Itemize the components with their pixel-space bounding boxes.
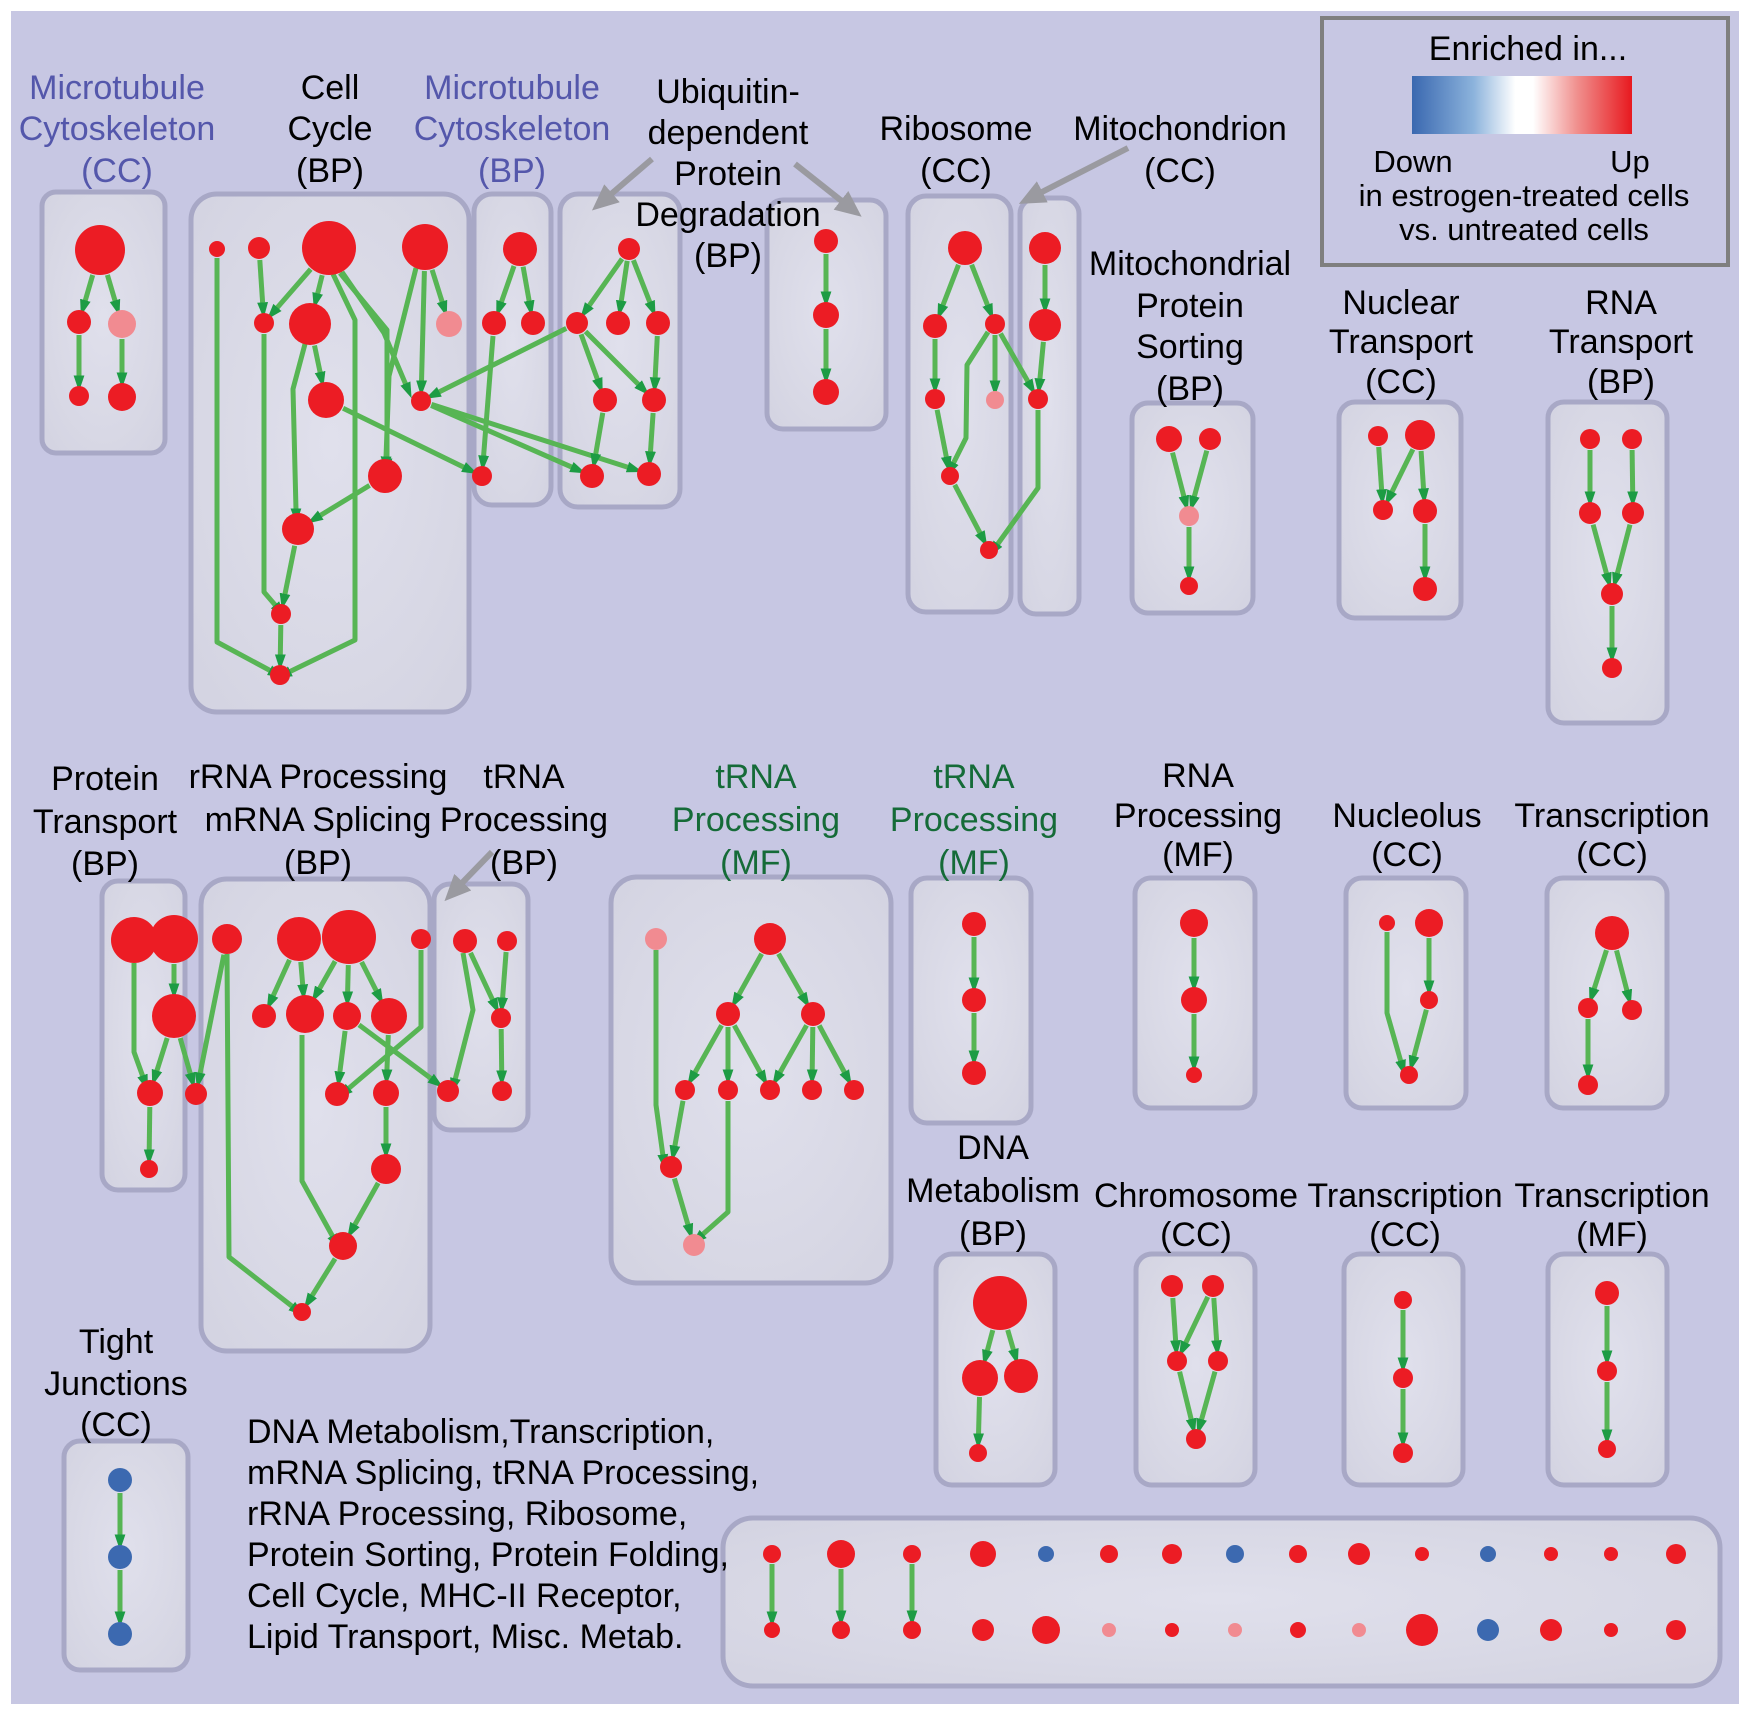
svg-text:RNA: RNA [1585, 284, 1657, 322]
svg-text:(MF): (MF) [1576, 1216, 1648, 1254]
svg-text:Lipid Transport, Misc. Metab.: Lipid Transport, Misc. Metab. [247, 1618, 684, 1656]
svg-text:Nuclear: Nuclear [1342, 284, 1459, 322]
svg-text:rRNA Processing, Ribosome,: rRNA Processing, Ribosome, [247, 1495, 687, 1533]
svg-text:Nucleolus: Nucleolus [1332, 797, 1481, 835]
svg-text:Protein Sorting, Protein Foldi: Protein Sorting, Protein Folding, [247, 1536, 729, 1574]
svg-text:Protein: Protein [1136, 287, 1244, 325]
svg-text:Processing: Processing [672, 801, 840, 839]
svg-text:(BP): (BP) [71, 845, 139, 883]
svg-text:(BP): (BP) [478, 152, 546, 190]
svg-text:Sorting: Sorting [1136, 328, 1244, 366]
svg-text:RNA: RNA [1162, 757, 1234, 795]
svg-text:(MF): (MF) [1162, 836, 1234, 874]
svg-text:Up: Up [1610, 144, 1650, 179]
svg-text:Ribosome: Ribosome [879, 110, 1032, 148]
svg-text:Transcription: Transcription [1514, 797, 1709, 835]
svg-text:Cell Cycle, MHC-II Receptor,: Cell Cycle, MHC-II Receptor, [247, 1577, 682, 1615]
svg-text:(MF): (MF) [938, 844, 1010, 882]
svg-text:dependent: dependent [648, 114, 809, 152]
svg-text:(BP): (BP) [1587, 363, 1655, 401]
svg-text:(CC): (CC) [1160, 1216, 1232, 1254]
svg-text:(CC): (CC) [1371, 836, 1443, 874]
svg-text:(BP): (BP) [296, 152, 364, 190]
svg-text:Processing: Processing [440, 801, 608, 839]
svg-text:(CC): (CC) [1369, 1216, 1441, 1254]
svg-text:Cell: Cell [301, 69, 360, 107]
svg-text:(BP): (BP) [694, 237, 762, 275]
svg-text:Transcription: Transcription [1514, 1177, 1709, 1215]
svg-text:Microtubule: Microtubule [29, 69, 205, 107]
svg-text:tRNA: tRNA [933, 758, 1015, 796]
svg-text:Protein: Protein [674, 155, 782, 193]
svg-text:Tight: Tight [79, 1323, 154, 1361]
svg-text:Protein: Protein [51, 760, 159, 798]
svg-text:Transport: Transport [33, 803, 178, 841]
svg-text:Degradation: Degradation [635, 196, 820, 234]
svg-text:Down: Down [1373, 144, 1452, 179]
svg-text:Mitochondrion: Mitochondrion [1073, 110, 1287, 148]
svg-text:Ubiquitin-: Ubiquitin- [656, 73, 800, 111]
svg-text:Transcription: Transcription [1307, 1177, 1502, 1215]
svg-text:Processing: Processing [890, 801, 1058, 839]
svg-text:tRNA: tRNA [715, 758, 797, 796]
svg-text:(CC): (CC) [81, 152, 153, 190]
svg-text:tRNA: tRNA [483, 758, 565, 796]
svg-text:Microtubule: Microtubule [424, 69, 600, 107]
svg-text:Transport: Transport [1549, 323, 1694, 361]
svg-text:vs. untreated cells: vs. untreated cells [1399, 212, 1649, 247]
svg-text:Chromosome: Chromosome [1094, 1177, 1298, 1215]
svg-text:Cytoskeleton: Cytoskeleton [19, 110, 216, 148]
svg-text:Enriched in...: Enriched in... [1429, 30, 1627, 68]
svg-text:rRNA Processing: rRNA Processing [189, 758, 448, 796]
svg-text:(BP): (BP) [1156, 370, 1224, 408]
svg-text:(CC): (CC) [80, 1406, 152, 1444]
svg-text:Mitochondrial: Mitochondrial [1089, 245, 1291, 283]
svg-text:Processing: Processing [1114, 797, 1282, 835]
svg-text:(BP): (BP) [490, 844, 558, 882]
svg-text:(CC): (CC) [920, 152, 992, 190]
svg-text:Cytoskeleton: Cytoskeleton [414, 110, 611, 148]
svg-text:(BP): (BP) [284, 844, 352, 882]
svg-text:(CC): (CC) [1576, 836, 1648, 874]
svg-text:(MF): (MF) [720, 844, 792, 882]
svg-text:DNA Metabolism,Transcription,: DNA Metabolism,Transcription, [247, 1413, 714, 1451]
svg-text:(CC): (CC) [1144, 152, 1216, 190]
svg-text:(CC): (CC) [1365, 363, 1437, 401]
svg-text:in estrogen-treated cells: in estrogen-treated cells [1359, 178, 1690, 213]
svg-text:Cycle: Cycle [287, 110, 372, 148]
svg-text:Transport: Transport [1329, 323, 1474, 361]
svg-text:mRNA Splicing: mRNA Splicing [205, 801, 432, 839]
svg-text:mRNA Splicing, tRNA Processing: mRNA Splicing, tRNA Processing, [247, 1454, 759, 1492]
svg-text:Metabolism: Metabolism [906, 1172, 1080, 1210]
svg-text:DNA: DNA [957, 1129, 1029, 1167]
svg-text:Junctions: Junctions [44, 1365, 188, 1403]
svg-text:(BP): (BP) [959, 1215, 1027, 1253]
